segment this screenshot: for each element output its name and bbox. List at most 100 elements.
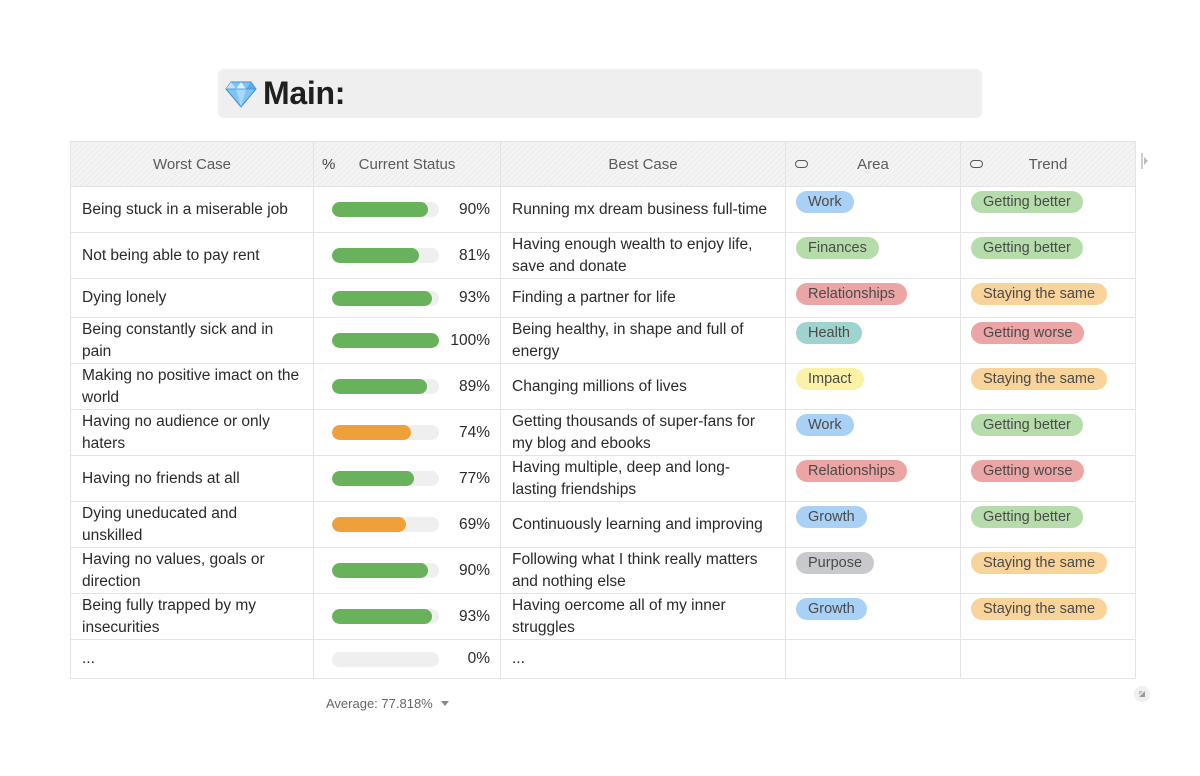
column-header-label: Worst Case	[152, 155, 232, 173]
trend-cell[interactable]: Getting better	[960, 232, 1136, 279]
progress-fill	[332, 248, 419, 263]
table-row[interactable]: Not being able to pay rent 81% Having enou…	[70, 232, 1136, 279]
worst-case-cell[interactable]: Dying lonely	[70, 278, 314, 318]
status-percent: 74%	[458, 423, 490, 441]
table-row[interactable]: Being constantly sick and in pain 100% Bei…	[70, 317, 1136, 364]
current-status-cell[interactable]: 74%	[313, 409, 501, 456]
table-row[interactable]: Having no friends at all 77% Having multip…	[70, 455, 1136, 502]
worst-case-cell[interactable]: Being constantly sick and in pain	[70, 317, 314, 364]
column-header-label: Current Status	[358, 155, 456, 173]
area-cell[interactable]: Health	[785, 317, 961, 364]
column-header-best[interactable]: Best Case	[500, 141, 786, 187]
area-cell[interactable]: Relationships	[785, 455, 961, 502]
current-status-cell[interactable]: 93%	[313, 593, 501, 640]
progress-bar	[332, 248, 439, 263]
progress-bar	[332, 333, 439, 348]
current-status-cell[interactable]: 93%	[313, 278, 501, 318]
trend-cell[interactable]	[960, 639, 1136, 679]
current-status-cell[interactable]: 90%	[313, 547, 501, 594]
area-cell[interactable]	[785, 639, 961, 679]
table-row[interactable]: Being fully trapped by my insecurities 93…	[70, 593, 1136, 640]
current-status-cell[interactable]: 81%	[313, 232, 501, 279]
table-row[interactable]: Being stuck in a miserable job 90% Running…	[70, 186, 1136, 233]
area-cell[interactable]: Relationships	[785, 278, 961, 318]
select-icon	[970, 160, 983, 168]
table-row[interactable]: ... 0%...	[70, 639, 1136, 679]
worst-case-cell[interactable]: Having no friends at all	[70, 455, 314, 502]
worst-case-cell[interactable]: Not being able to pay rent	[70, 232, 314, 279]
table-row[interactable]: Dying lonely 93% Finding a partner for lif…	[70, 278, 1136, 318]
best-case-cell[interactable]: ...	[500, 639, 786, 679]
best-case-cell[interactable]: Continuously learning and improving	[500, 501, 786, 548]
area-tag: Work	[796, 414, 854, 436]
best-case-cell[interactable]: Finding a partner for life	[500, 278, 786, 318]
progress-bar	[332, 425, 439, 440]
table-row[interactable]: Making no positive imact on the world 89%…	[70, 363, 1136, 410]
area-tag: Purpose	[796, 552, 875, 574]
expand-icon[interactable]	[1134, 686, 1150, 702]
worst-case-cell[interactable]: ...	[70, 639, 314, 679]
average-summary[interactable]: Average: 77.818%	[326, 696, 449, 711]
trend-cell[interactable]: Getting worse	[960, 455, 1136, 502]
worst-case-cell[interactable]: Dying uneducated and unskilled	[70, 501, 314, 548]
current-status-cell[interactable]: 90%	[313, 186, 501, 233]
current-status-cell[interactable]: 0%	[313, 639, 501, 679]
worst-case-cell[interactable]: Being fully trapped by my insecurities	[70, 593, 314, 640]
current-status-cell[interactable]: 77%	[313, 455, 501, 502]
worst-case-cell[interactable]: Having no values, goals or direction	[70, 547, 314, 594]
trend-cell[interactable]: Getting worse	[960, 317, 1136, 364]
table-row[interactable]: Having no values, goals or direction 90% F…	[70, 547, 1136, 594]
area-cell[interactable]: Finances	[785, 232, 961, 279]
column-header-trend[interactable]: Trend	[960, 141, 1136, 187]
trend-cell[interactable]: Staying the same	[960, 593, 1136, 640]
area-cell[interactable]: Growth	[785, 501, 961, 548]
area-tag: Impact	[796, 368, 864, 390]
best-case-text: ...	[512, 650, 525, 667]
worst-case-text: Being constantly sick and in pain	[82, 320, 274, 360]
current-status-cell[interactable]: 100%	[313, 317, 501, 364]
worst-case-cell[interactable]: Being stuck in a miserable job	[70, 186, 314, 233]
worst-case-cell[interactable]: Making no positive imact on the world	[70, 363, 314, 410]
area-cell[interactable]: Growth	[785, 593, 961, 640]
best-case-text: Having oercome all of my inner struggles	[512, 596, 726, 636]
best-case-cell[interactable]: Being healthy, in shape and full of ener…	[500, 317, 786, 364]
best-case-cell[interactable]: Having oercome all of my inner struggles	[500, 593, 786, 640]
add-column-handle-icon[interactable]	[1141, 152, 1149, 170]
trend-cell[interactable]: Staying the same	[960, 363, 1136, 410]
area-cell[interactable]: Purpose	[785, 547, 961, 594]
trend-cell[interactable]: Staying the same	[960, 547, 1136, 594]
area-cell[interactable]: Work	[785, 186, 961, 233]
column-header-worst[interactable]: Worst Case	[70, 141, 314, 187]
area-cell[interactable]: Work	[785, 409, 961, 456]
column-header-label: Area	[857, 155, 889, 173]
trend-cell[interactable]: Staying the same	[960, 278, 1136, 318]
best-case-cell[interactable]: Getting thousands of super-fans for my b…	[500, 409, 786, 456]
best-case-cell[interactable]: Having multiple, deep and long-lasting f…	[500, 455, 786, 502]
table-header-row: Worst Case % Current Status Best Case Area Tr…	[70, 141, 1136, 187]
status-percent: 0%	[467, 650, 490, 667]
table-row[interactable]: Having no audience or only haters 74% Gett…	[70, 409, 1136, 456]
trend-tag: Getting worse	[971, 460, 1085, 482]
trend-cell[interactable]: Getting better	[960, 501, 1136, 548]
worst-case-text: Dying lonely	[82, 289, 167, 306]
trend-cell[interactable]: Getting better	[960, 409, 1136, 456]
progress-bar	[332, 517, 439, 532]
best-case-cell[interactable]: Changing millions of lives	[500, 363, 786, 410]
best-case-cell[interactable]: Following what I think really matters an…	[500, 547, 786, 594]
worst-case-cell[interactable]: Having no audience or only haters	[70, 409, 314, 456]
trend-cell[interactable]: Getting better	[960, 186, 1136, 233]
status-percent: 77%	[458, 469, 490, 487]
best-case-cell[interactable]: Having enough wealth to enjoy life, save…	[500, 232, 786, 279]
column-header-status[interactable]: % Current Status	[313, 141, 501, 187]
worst-case-text: Having no friends at all	[82, 469, 240, 487]
goals-table: Worst Case % Current Status Best Case Area Tr…	[70, 141, 1136, 679]
current-status-cell[interactable]: 69%	[313, 501, 501, 548]
worst-case-text: Making no positive imact on the world	[82, 366, 300, 406]
table-row[interactable]: Dying uneducated and unskilled 69% Continu…	[70, 501, 1136, 548]
best-case-cell[interactable]: Running mx dream business full-time	[500, 186, 786, 233]
best-case-text: Getting thousands of super-fans for my b…	[512, 412, 755, 452]
status-percent: 89%	[458, 377, 490, 395]
area-cell[interactable]: Impact	[785, 363, 961, 410]
column-header-area[interactable]: Area	[785, 141, 961, 187]
current-status-cell[interactable]: 89%	[313, 363, 501, 410]
